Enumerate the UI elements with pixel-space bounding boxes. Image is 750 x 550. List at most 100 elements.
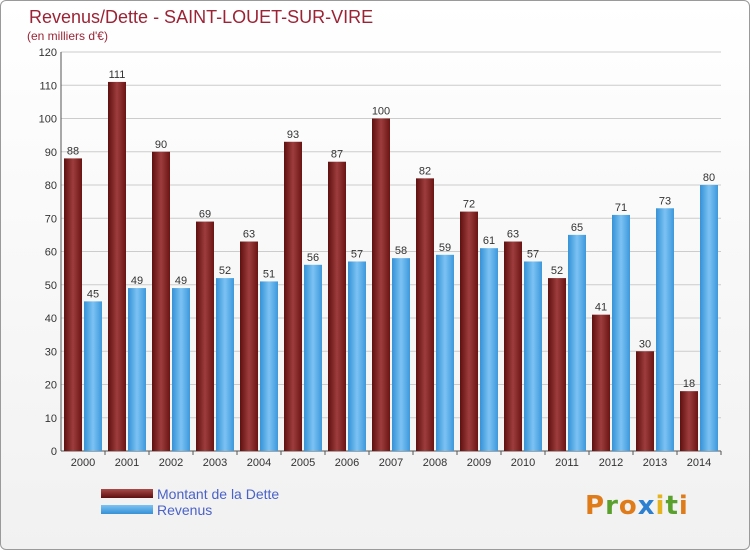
bar-revenus bbox=[700, 185, 718, 451]
axes: 0 10 20 30 40 50 60 70 80 90 100 110 120 2000 2001 2002… bbox=[39, 47, 722, 469]
logo-letter: x bbox=[637, 491, 656, 521]
data-label-revenus: 52 bbox=[219, 265, 231, 277]
data-label-revenus: 57 bbox=[527, 248, 539, 260]
data-label-dette: 63 bbox=[507, 229, 519, 241]
bar-revenus bbox=[172, 288, 190, 451]
data-label-revenus: 80 bbox=[703, 172, 715, 184]
logo-letter: o bbox=[618, 491, 638, 521]
proxiti-logo: Proxiti bbox=[585, 491, 689, 521]
bar-revenus bbox=[656, 208, 674, 451]
legend-label-dette: Montant de la Dette bbox=[157, 486, 280, 502]
data-label-dette: 93 bbox=[287, 129, 299, 141]
data-label-dette: 111 bbox=[109, 69, 126, 81]
bar-revenus bbox=[216, 278, 234, 451]
y-tick-label: 40 bbox=[45, 313, 57, 325]
chart-subtitle: (en milliers d'€) bbox=[27, 29, 108, 43]
data-label-revenus: 49 bbox=[131, 275, 143, 287]
y-tick-label: 80 bbox=[45, 180, 57, 192]
data-label-revenus: 56 bbox=[307, 252, 319, 264]
x-tick-label: 2002 bbox=[159, 457, 183, 469]
bar-dette bbox=[592, 314, 610, 451]
data-label-dette: 30 bbox=[639, 338, 651, 350]
data-label-revenus: 49 bbox=[175, 275, 187, 287]
x-tick-label: 2012 bbox=[599, 457, 623, 469]
x-tick-label: 2007 bbox=[379, 457, 403, 469]
x-tick-label: 2003 bbox=[203, 457, 227, 469]
data-label-dette: 90 bbox=[155, 139, 167, 151]
y-tick-label: 70 bbox=[45, 213, 57, 225]
data-label-revenus: 73 bbox=[659, 195, 671, 207]
data-label-dette: 52 bbox=[551, 265, 563, 277]
x-tick-label: 2014 bbox=[687, 457, 711, 469]
bar-dette bbox=[240, 241, 258, 451]
y-tick-label: 30 bbox=[45, 346, 57, 358]
data-labels: 88 45 111 49 90 49 69 52 63 51 93 56 87 57 100 58 82 59 72… bbox=[67, 69, 715, 390]
logo-letter: i bbox=[678, 491, 689, 521]
x-tick-label: 2013 bbox=[643, 457, 667, 469]
bar-dette bbox=[460, 211, 478, 451]
data-label-revenus: 45 bbox=[87, 288, 99, 300]
data-label-dette: 100 bbox=[372, 106, 390, 118]
bar-revenus bbox=[436, 254, 454, 451]
y-tick-label: 0 bbox=[51, 446, 57, 458]
data-label-revenus: 51 bbox=[263, 268, 275, 280]
grid-lines bbox=[61, 51, 721, 452]
data-label-revenus: 59 bbox=[439, 242, 451, 254]
data-label-dette: 88 bbox=[67, 145, 79, 157]
data-label-dette: 69 bbox=[199, 209, 211, 221]
data-label-revenus: 57 bbox=[351, 248, 363, 260]
bar-dette bbox=[504, 241, 522, 451]
bar-revenus bbox=[612, 214, 630, 451]
y-tick-label: 100 bbox=[39, 114, 57, 126]
data-label-dette: 82 bbox=[419, 165, 431, 177]
bar-dette bbox=[328, 161, 346, 451]
data-label-revenus: 71 bbox=[615, 202, 627, 214]
y-tick-label: 20 bbox=[45, 380, 57, 392]
x-tick-label: 2001 bbox=[115, 457, 139, 469]
bar-dette bbox=[680, 391, 698, 451]
y-tick-label: 10 bbox=[45, 413, 57, 425]
bar-dette bbox=[548, 278, 566, 451]
y-tick-label: 60 bbox=[45, 247, 57, 259]
bar-revenus bbox=[392, 258, 410, 451]
y-tick-label: 50 bbox=[45, 280, 57, 292]
data-label-dette: 87 bbox=[331, 149, 343, 161]
bar-dette bbox=[636, 351, 654, 451]
y-tick-label: 120 bbox=[39, 47, 57, 59]
x-tick-label: 2000 bbox=[71, 457, 95, 469]
bar-revenus bbox=[128, 288, 146, 451]
legend-swatch-dette bbox=[101, 489, 153, 498]
bar-revenus bbox=[84, 301, 102, 451]
x-tick-label: 2004 bbox=[247, 457, 271, 469]
bar-dette bbox=[152, 151, 170, 451]
bar-revenus bbox=[260, 281, 278, 451]
data-label-dette: 72 bbox=[463, 199, 475, 211]
bar-dette bbox=[372, 118, 390, 451]
x-tick-label: 2006 bbox=[335, 457, 359, 469]
logo-letter: t bbox=[665, 491, 679, 521]
logo-letter: i bbox=[655, 491, 666, 521]
bar-revenus bbox=[304, 264, 322, 451]
x-tick-label: 2005 bbox=[291, 457, 315, 469]
logo-letter: r bbox=[605, 491, 619, 521]
bar-dette bbox=[196, 221, 214, 451]
logo-letter: P bbox=[585, 491, 606, 521]
x-tick-label: 2011 bbox=[555, 457, 579, 469]
bar-revenus bbox=[348, 261, 366, 451]
legend-swatch-revenus bbox=[101, 505, 153, 514]
bar-revenus bbox=[480, 248, 498, 451]
x-tick-label: 2010 bbox=[511, 457, 535, 469]
bars bbox=[64, 81, 718, 452]
y-tick-label: 110 bbox=[39, 80, 57, 92]
bar-dette bbox=[416, 178, 434, 451]
data-label-dette: 18 bbox=[683, 378, 695, 390]
y-tick-label: 90 bbox=[45, 147, 57, 159]
data-label-revenus: 65 bbox=[571, 222, 583, 234]
bar-revenus bbox=[524, 261, 542, 451]
bar-dette bbox=[108, 81, 126, 452]
legend-label-revenus: Revenus bbox=[157, 502, 213, 518]
bar-revenus bbox=[568, 234, 586, 451]
x-tick-label: 2009 bbox=[467, 457, 491, 469]
